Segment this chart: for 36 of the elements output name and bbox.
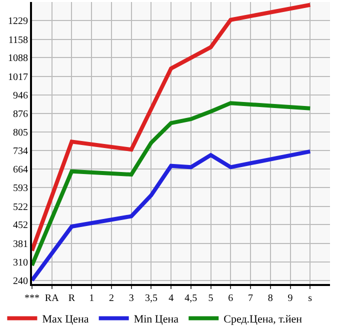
legend-label: Сред.Цена, т.йен <box>224 314 302 326</box>
y-tick-label: 805 <box>13 127 28 138</box>
x-tick-label: RA <box>44 293 60 304</box>
x-tick-label: 4 <box>168 293 174 304</box>
y-tick-label: 1017 <box>8 72 28 83</box>
line-series <box>32 2 312 253</box>
x-tick-label: 8 <box>268 293 273 304</box>
x-tick-label: R <box>68 293 76 304</box>
y-tick-label: 522 <box>13 202 28 213</box>
x-tick-label: 5 <box>208 293 214 304</box>
y-tick-label: 240 <box>13 276 28 287</box>
y-tick-label: 1088 <box>8 53 28 64</box>
y-tick-label: 593 <box>13 183 28 194</box>
x-tick-label: 1 <box>89 293 94 304</box>
legend-label: Max Цена <box>42 314 89 326</box>
y-tick-label: 1158 <box>8 34 28 46</box>
x-tick-label: 6 <box>228 293 234 304</box>
line-series <box>32 149 312 282</box>
y-tick-label: 1229 <box>8 16 28 28</box>
x-tick-label: 3 <box>128 293 134 304</box>
y-tick-label: 734 <box>13 146 28 158</box>
x-tick-label: 4,5 <box>184 293 198 304</box>
y-tick-label: 310 <box>13 257 28 268</box>
legend-label: Min Цена <box>134 314 179 326</box>
x-tick-label: 7 <box>248 293 254 304</box>
y-tick-label: 452 <box>13 220 28 232</box>
y-tick-label: 664 <box>13 164 28 176</box>
y-tick-label: 946 <box>13 90 28 102</box>
x-tick-label: 9 <box>288 293 293 304</box>
x-tick-label: s <box>308 293 312 304</box>
x-tick-label: 2 <box>108 293 114 304</box>
x-tick-label: 3,5 <box>144 293 158 304</box>
y-tick-label: 876 <box>13 108 28 120</box>
x-tick-label: *** <box>24 293 40 304</box>
y-tick-label: 381 <box>13 238 28 250</box>
line-series <box>32 101 312 268</box>
